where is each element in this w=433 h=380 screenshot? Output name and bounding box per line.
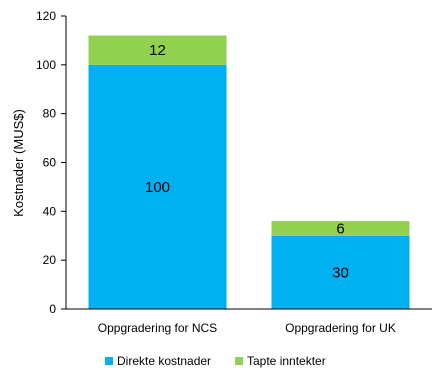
y-tick-label: 120: [36, 9, 56, 23]
bar-segment: [88, 64, 227, 309]
bars-group: 100 12 30 6: [88, 35, 410, 309]
legend-swatch: [105, 357, 113, 365]
bar-segment: [88, 35, 227, 65]
legend-label: Tapte inntekter: [247, 354, 326, 368]
bar-segment: [271, 221, 410, 236]
y-tick-label: 100: [36, 58, 56, 72]
x-category-label: Oppgradering for NCS: [98, 321, 217, 335]
y-tick-label: 20: [43, 253, 57, 267]
data-label: 30: [332, 264, 349, 281]
y-tick-label: 60: [43, 156, 57, 170]
y-axis-title: Kostnader (MUS$): [11, 109, 26, 217]
x-axis: Oppgradering for NCS Oppgradering for UK: [66, 308, 432, 335]
y-tick-label: 40: [43, 204, 57, 218]
x-category-label: Oppgradering for UK: [285, 321, 396, 335]
data-label: 6: [336, 220, 344, 237]
y-axis-title-group: Kostnader (MUS$): [11, 109, 26, 217]
data-label: 12: [149, 42, 166, 59]
y-axis: 0 20 40 60 80 100 120: [36, 9, 67, 316]
data-label: 100: [145, 179, 170, 196]
legend-swatch: [235, 357, 243, 365]
legend: Direkte kostnader Tapte inntekter: [105, 354, 326, 368]
legend-label: Direkte kostnader: [117, 354, 211, 368]
bar-segment: [271, 235, 410, 309]
y-tick-label: 80: [43, 107, 57, 121]
y-tick-label: 0: [49, 302, 56, 316]
